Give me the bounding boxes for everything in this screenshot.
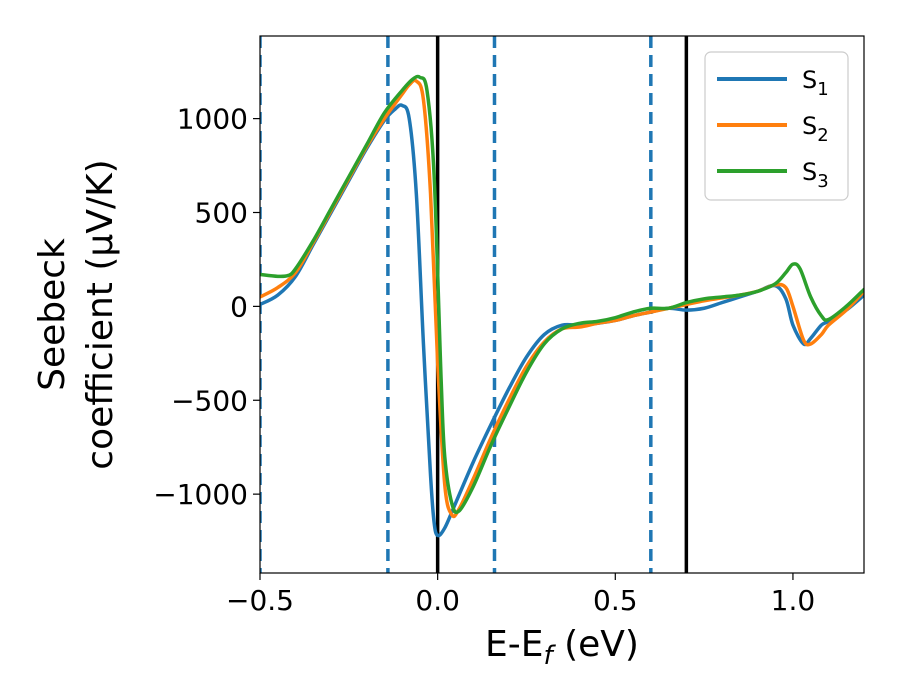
legend-label-s2: S2 (802, 112, 829, 146)
y-axis-label-line2: coefficient (μV/K) (80, 159, 121, 469)
x-tick-label: 0.0 (415, 584, 460, 617)
plot-contents (260, 36, 864, 573)
x-axis: −0.5 0.0 0.5 1.0 (226, 573, 815, 617)
legend-label-s3: S3 (802, 158, 829, 192)
x-axis-label: E-Ef (eV) (485, 624, 639, 671)
y-tick-label: 500 (195, 196, 248, 229)
series-line-s3 (260, 74, 864, 515)
y-tick-label: 1000 (177, 103, 248, 136)
y-axis-label-line1: Seebeck (32, 238, 73, 391)
y-tick-label: −500 (171, 384, 248, 417)
x-tick-label: −0.5 (226, 584, 294, 617)
y-axis: −1000 −500 0 500 1000 (153, 103, 260, 511)
axes-frame (259, 35, 865, 574)
x-tick-label: 0.5 (593, 584, 638, 617)
legend-label-s1: S1 (802, 66, 829, 100)
plot-area (260, 36, 864, 573)
y-tick-label: 0 (230, 290, 248, 323)
x-tick-label: 1.0 (771, 584, 816, 617)
series-line-s2 (260, 78, 864, 519)
legend: S1 S2 S3 (704, 51, 849, 201)
y-tick-label: −1000 (153, 478, 248, 511)
